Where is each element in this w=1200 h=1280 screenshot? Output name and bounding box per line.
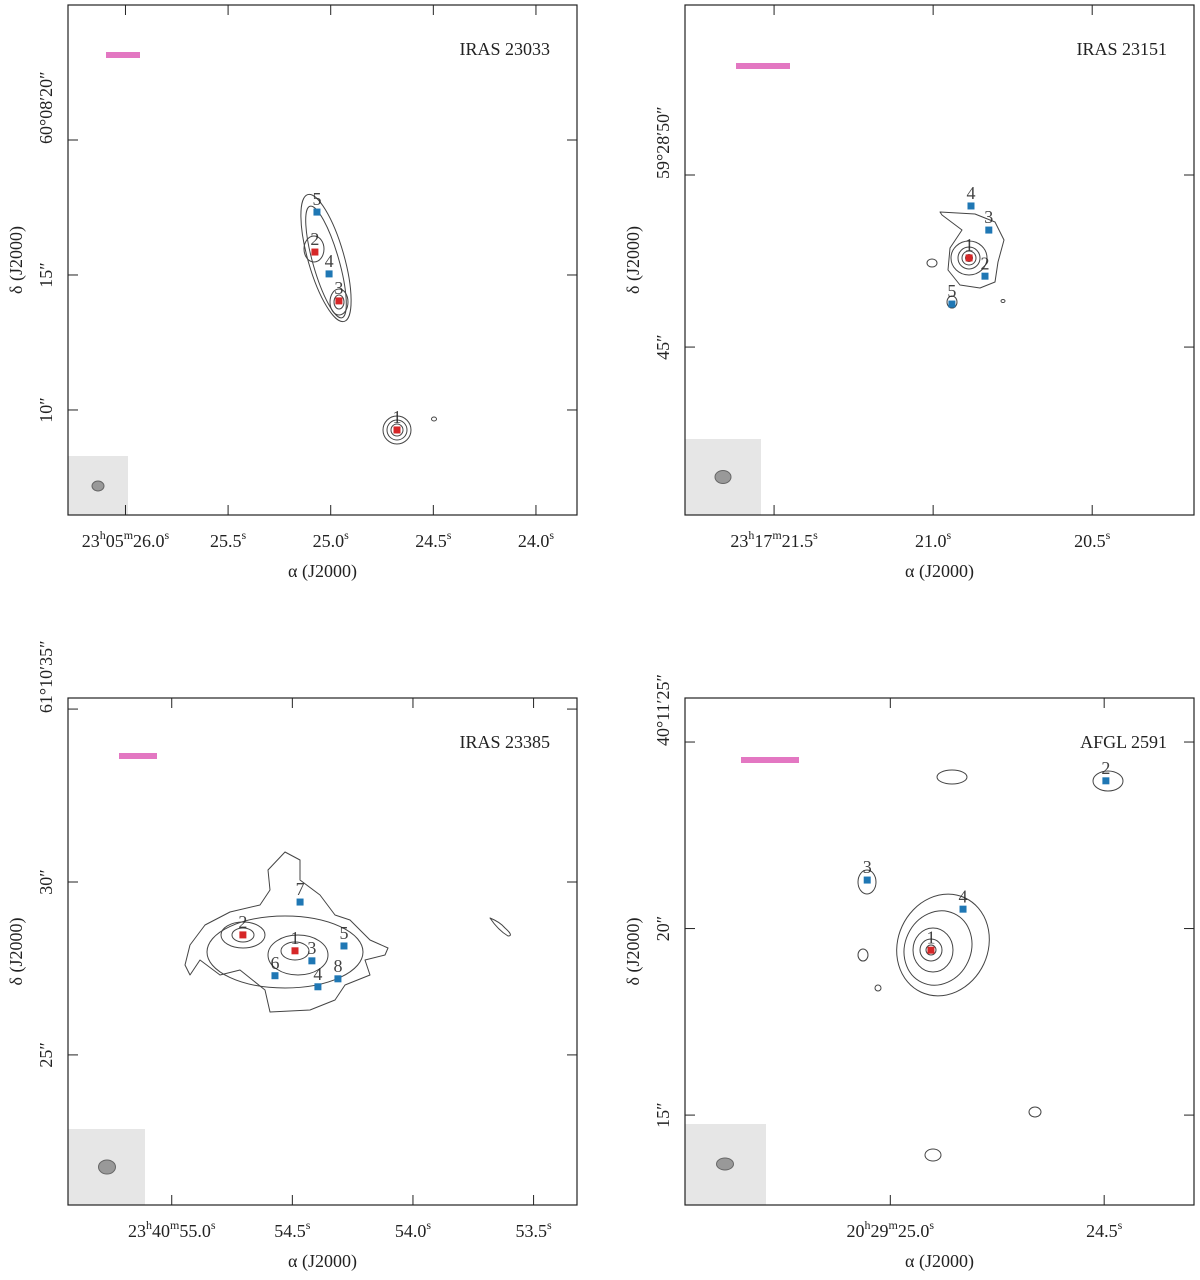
marker [335, 297, 343, 305]
x-tick-label: 53.5s [515, 1218, 552, 1241]
marker-label: 2 [238, 912, 247, 932]
marker-label: 4 [959, 886, 968, 906]
marker [948, 300, 956, 308]
marker-label: 1 [393, 407, 402, 427]
marker [271, 972, 279, 980]
marker [311, 248, 319, 256]
x-tick-label: 24.5s [415, 528, 452, 551]
contours [184, 851, 511, 1013]
contours [300, 193, 437, 445]
x-tick-label: 54.5s [274, 1218, 311, 1241]
marker-label: 3 [307, 938, 316, 958]
y-tick-label: 15″ [653, 1102, 673, 1128]
marker [239, 931, 247, 939]
marker-label: 2 [1101, 758, 1110, 778]
panel-title: IRAS 23385 [459, 732, 550, 752]
marker [393, 426, 401, 434]
marker-label: 1 [926, 927, 935, 947]
plot-frame [67, 697, 578, 1206]
y-tick-label: 15″ [36, 262, 56, 288]
plot-frame [684, 697, 1195, 1206]
marker-label: 3 [984, 207, 993, 227]
marker-label: 2 [310, 229, 319, 249]
beam [98, 1159, 116, 1175]
x-tick-label: 23h17m21.5s [730, 528, 818, 551]
y-axis-label: δ (J2000) [623, 918, 644, 986]
x-axis-label: α (J2000) [288, 561, 357, 582]
y-tick-label: 10″ [36, 397, 56, 423]
y-axis-label: δ (J2000) [6, 226, 27, 294]
marker [308, 957, 316, 965]
y-axis-label: δ (J2000) [6, 918, 27, 986]
marker [296, 898, 304, 906]
x-tick-label: 24.0s [518, 528, 555, 551]
marker [340, 942, 348, 950]
marker [1102, 777, 1110, 785]
marker [325, 270, 333, 278]
panel-title: AFGL 2591 [1080, 732, 1167, 752]
marker-label: 8 [333, 956, 342, 976]
marker [314, 983, 322, 991]
beam [714, 470, 732, 484]
x-axis-label: α (J2000) [905, 1251, 974, 1272]
marker [981, 272, 989, 280]
marker-label: 1 [290, 928, 299, 948]
y-axis-label: δ (J2000) [623, 226, 644, 294]
decorations [68, 52, 1124, 1205]
marker [985, 226, 993, 234]
marker-label: 5 [947, 281, 956, 301]
x-axis-label: α (J2000) [288, 1251, 357, 1272]
contours [857, 769, 1124, 1162]
marker [334, 975, 342, 983]
marker-label: 5 [339, 923, 348, 943]
beam [716, 1157, 734, 1171]
panel-title: IRAS 23033 [459, 39, 550, 59]
x-tick-label: 23h40m55.0s [128, 1218, 216, 1241]
marker-label: 4 [313, 964, 322, 984]
marker-label: 2 [980, 253, 989, 273]
x-tick-label: 54.0s [395, 1218, 432, 1241]
x-tick-label: 24.5s [1086, 1218, 1123, 1241]
marker-label: 4 [325, 251, 334, 271]
marker [927, 946, 935, 954]
y-tick-label: 60°08′20″ [36, 71, 56, 144]
x-tick-label: 20h29m25.0s [847, 1218, 935, 1241]
beam [91, 480, 105, 492]
y-tick-label: 30″ [36, 869, 56, 895]
marker-label: 7 [296, 879, 305, 899]
marker-label: 6 [270, 953, 279, 973]
y-tick-label: 61°10′35″ [36, 640, 56, 713]
marker [313, 208, 321, 216]
marker [291, 947, 299, 955]
x-tick-label: 23h05m26.0s [82, 528, 170, 551]
y-tick-label: 20″ [653, 916, 673, 942]
y-tick-label: 59°28′50″ [653, 106, 673, 179]
y-tick-label: 45″ [653, 334, 673, 360]
x-tick-label: 25.0s [313, 528, 350, 551]
marker-label: 4 [966, 183, 975, 203]
plot-frame [684, 4, 1195, 516]
x-tick-label: 21.0s [915, 528, 952, 551]
x-tick-label: 20.5s [1074, 528, 1111, 551]
x-axis-label: α (J2000) [905, 561, 974, 582]
marker-label: 1 [965, 235, 974, 255]
marker [965, 254, 973, 262]
marker-label: 3 [334, 278, 343, 298]
y-tick-label: 25″ [36, 1042, 56, 1068]
y-tick-label: 40°11′25″ [653, 674, 673, 746]
x-tick-label: 25.5s [210, 528, 247, 551]
plot-frame [67, 4, 578, 516]
marker-label: 3 [863, 857, 872, 877]
marker [863, 876, 871, 884]
panel-title: IRAS 23151 [1076, 39, 1167, 59]
marker-label: 5 [312, 189, 321, 209]
marker [967, 202, 975, 210]
marker [959, 905, 967, 913]
